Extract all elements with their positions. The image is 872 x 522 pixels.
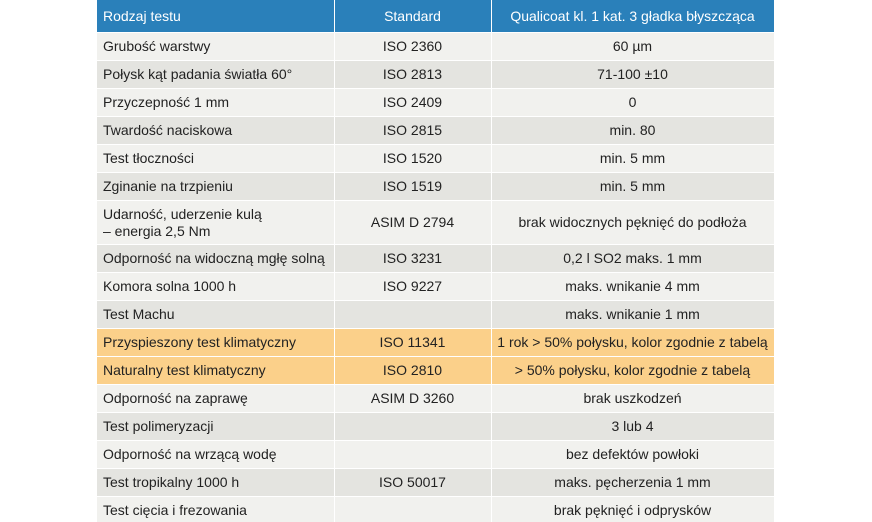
standard-cell: ISO 2813 (334, 60, 492, 89)
table-row: Komora solna 1000 h ISO 9227 maks. wnika… (97, 272, 774, 301)
table-row: Test tropikalny 1000 h ISO 50017 maks. p… (97, 468, 774, 497)
table-row: Test cięcia i frezowania brak pęknięć i … (97, 496, 774, 522)
test-name-cell: Test tropikalny 1000 h (97, 468, 335, 497)
test-name-line-1: Udarność, uderzenie kulą (103, 205, 262, 222)
standard-cell: ASIM D 3260 (334, 384, 492, 413)
requirement-cell: brak widocznych pęknięć do podłoża (491, 200, 774, 245)
requirement-cell: bez defektów powłoki (491, 440, 774, 469)
test-name-cell: Test polimeryzacji (97, 412, 335, 441)
test-name-cell: Test Machu (97, 300, 335, 329)
requirement-cell: min. 5 mm (491, 144, 774, 173)
table-row: Przyczepność 1 mm ISO 2409 0 (97, 88, 774, 117)
header-qualicoat: Qualicoat kl. 1 kat. 3 gładka błyszcząca (491, 0, 774, 33)
test-name-cell: Twardość naciskowa (97, 116, 335, 145)
requirement-cell: min. 80 (491, 116, 774, 145)
standard-cell (334, 440, 492, 469)
test-name-cell: Przyczepność 1 mm (97, 88, 335, 117)
test-name-cell: Przyspieszony test klimatyczny (97, 328, 335, 357)
table-row: Grubość warstwy ISO 2360 60 µm (97, 32, 774, 61)
standard-cell: ISO 11341 (334, 328, 492, 357)
standard-cell: ISO 2810 (334, 356, 492, 385)
table-row: Zginanie na trzpieniu ISO 1519 min. 5 mm (97, 172, 774, 201)
requirement-cell: maks. pęcherzenia 1 mm (491, 468, 774, 497)
test-name-cell: Odporność na widoczną mgłę solną (97, 244, 335, 273)
requirement-cell: brak uszkodzeń (491, 384, 774, 413)
requirement-cell: min. 5 mm (491, 172, 774, 201)
requirement-cell: maks. wnikanie 1 mm (491, 300, 774, 329)
test-name-cell: Naturalny test klimatyczny (97, 356, 335, 385)
standard-cell (334, 300, 492, 329)
test-name-cell: Komora solna 1000 h (97, 272, 335, 301)
requirement-cell: 71-100 ±10 (491, 60, 774, 89)
table-row: Odporność na widoczną mgłę solną ISO 323… (97, 244, 774, 273)
table-row: Udarność, uderzenie kulą – energia 2,5 N… (97, 200, 774, 245)
standard-cell: ISO 2360 (334, 32, 492, 61)
test-name-cell: Grubość warstwy (97, 32, 335, 61)
standard-cell: ISO 3231 (334, 244, 492, 273)
test-spec-table: Rodzaj testu Standard Qualicoat kl. 1 ka… (97, 0, 774, 522)
requirement-cell: 3 lub 4 (491, 412, 774, 441)
standard-cell: ASIM D 2794 (334, 200, 492, 245)
test-spec-table-container: Rodzaj testu Standard Qualicoat kl. 1 ka… (97, 0, 774, 522)
test-name-cell: Test cięcia i frezowania (97, 496, 335, 522)
table-row: Odporność na wrzącą wodę bez defektów po… (97, 440, 774, 469)
requirement-cell: 60 µm (491, 32, 774, 61)
standard-cell: ISO 2409 (334, 88, 492, 117)
standard-cell: ISO 50017 (334, 468, 492, 497)
standard-cell (334, 412, 492, 441)
table-row: Twardość naciskowa ISO 2815 min. 80 (97, 116, 774, 145)
requirement-cell: maks. wnikanie 4 mm (491, 272, 774, 301)
requirement-cell: 1 rok > 50% połysku, kolor zgodnie z tab… (491, 328, 774, 357)
test-name-cell: Test tłoczności (97, 144, 335, 173)
standard-cell (334, 496, 492, 522)
standard-cell: ISO 1520 (334, 144, 492, 173)
table-row-highlighted: Naturalny test klimatyczny ISO 2810 > 50… (97, 356, 774, 385)
requirement-cell: > 50% połysku, kolor zgodnie z tabelą (491, 356, 774, 385)
table-row: Test tłoczności ISO 1520 min. 5 mm (97, 144, 774, 173)
requirement-cell: brak pęknięć i odprysków (491, 496, 774, 522)
test-name-line-2: – energia 2,5 Nm (103, 222, 211, 239)
requirement-cell: 0 (491, 88, 774, 117)
table-row: Test Machu maks. wnikanie 1 mm (97, 300, 774, 329)
test-name-cell: Zginanie na trzpieniu (97, 172, 335, 201)
header-standard: Standard (334, 0, 492, 33)
test-name-cell: Odporność na wrzącą wodę (97, 440, 335, 469)
table-header-row: Rodzaj testu Standard Qualicoat kl. 1 ka… (97, 0, 774, 33)
requirement-cell: 0,2 l SO2 maks. 1 mm (491, 244, 774, 273)
table-row: Połysk kąt padania światła 60° ISO 2813 … (97, 60, 774, 89)
header-test-type: Rodzaj testu (97, 0, 335, 33)
test-name-cell: Odporność na zaprawę (97, 384, 335, 413)
table-row: Test polimeryzacji 3 lub 4 (97, 412, 774, 441)
table-row: Odporność na zaprawę ASIM D 3260 brak us… (97, 384, 774, 413)
table-row-highlighted: Przyspieszony test klimatyczny ISO 11341… (97, 328, 774, 357)
test-name-cell: Udarność, uderzenie kulą – energia 2,5 N… (97, 200, 335, 245)
test-name-cell: Połysk kąt padania światła 60° (97, 60, 335, 89)
standard-cell: ISO 9227 (334, 272, 492, 301)
standard-cell: ISO 1519 (334, 172, 492, 201)
standard-cell: ISO 2815 (334, 116, 492, 145)
